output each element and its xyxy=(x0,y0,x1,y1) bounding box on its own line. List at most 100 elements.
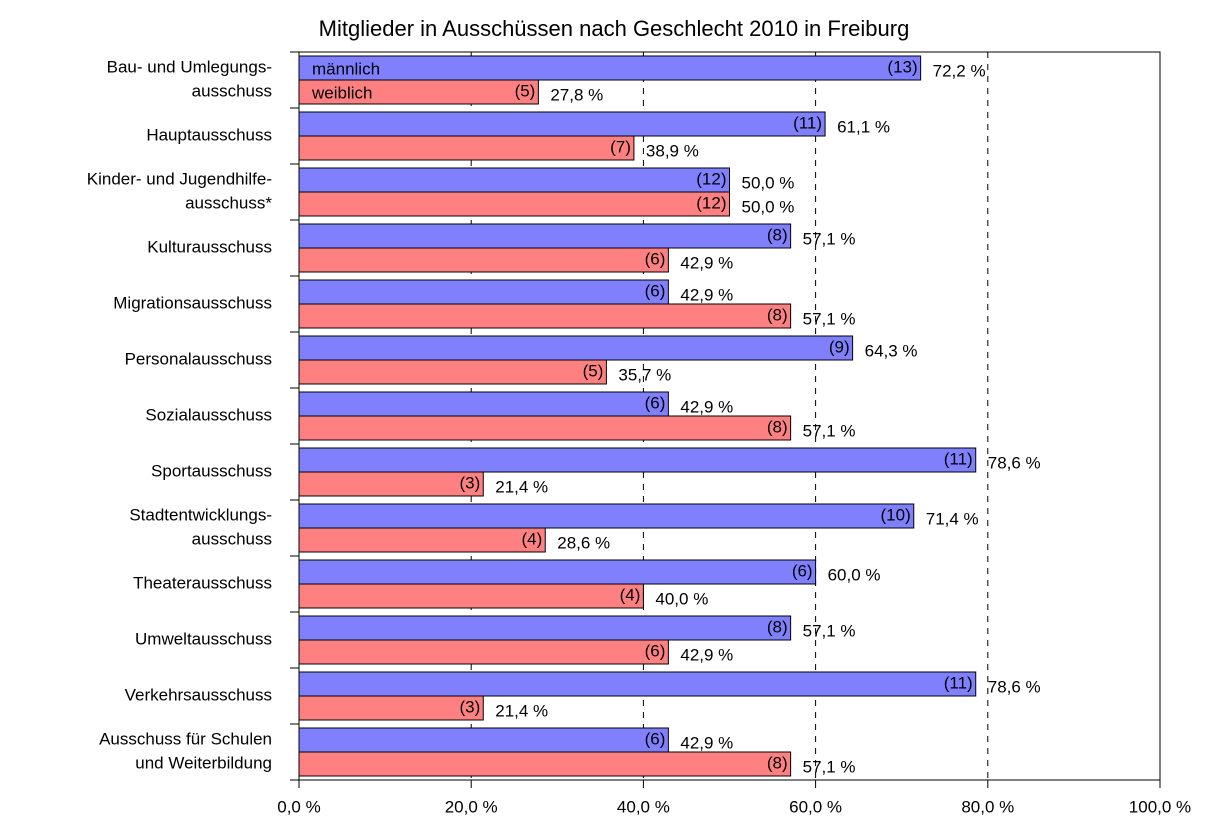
y-tick-label: Verkehrsausschuss xyxy=(125,685,272,704)
y-tick-label: und Weiterbildung xyxy=(135,753,272,772)
bar xyxy=(298,615,792,641)
value-label: 42,9 % xyxy=(680,285,733,304)
count-label: (6) xyxy=(645,249,666,268)
bar xyxy=(298,639,669,665)
count-label: (10) xyxy=(881,505,911,524)
bar xyxy=(298,191,730,217)
y-tick-label: ausschuss* xyxy=(185,193,272,212)
y-tick-label: Kinder- und Jugendhilfe- xyxy=(87,169,272,188)
bar xyxy=(298,583,644,609)
count-label: (6) xyxy=(645,281,666,300)
value-label: 21,4 % xyxy=(495,701,548,720)
y-tick-label: Bau- und Umlegungs- xyxy=(107,57,272,76)
count-label: (5) xyxy=(515,81,536,100)
count-label: (5) xyxy=(583,361,604,380)
x-tick-label: 80,0 % xyxy=(961,797,1014,816)
value-label: 61,1 % xyxy=(837,117,890,136)
bar xyxy=(298,527,546,553)
y-tick-label: Stadtentwicklungs- xyxy=(129,505,272,524)
count-label: (9) xyxy=(829,337,850,356)
y-tick-label: Migrationsausschuss xyxy=(113,293,272,312)
bar xyxy=(298,111,826,137)
value-label: 42,9 % xyxy=(680,253,733,272)
y-tick-label: Theaterausschuss xyxy=(133,573,272,592)
bar xyxy=(298,503,915,529)
value-label: 57,1 % xyxy=(803,421,856,440)
bar xyxy=(298,751,792,777)
value-label: 57,1 % xyxy=(803,309,856,328)
bar xyxy=(298,247,669,273)
legend-label: weiblich xyxy=(311,83,372,102)
bar xyxy=(298,695,484,721)
value-label: 78,6 % xyxy=(988,677,1041,696)
y-tick-label: Ausschuss für Schulen xyxy=(99,729,272,748)
bar xyxy=(298,135,635,161)
count-label: (11) xyxy=(944,673,973,692)
x-tick-label: 20,0 % xyxy=(445,797,498,816)
count-label: (8) xyxy=(767,305,788,324)
count-label: (3) xyxy=(459,473,480,492)
count-label: (6) xyxy=(645,641,666,660)
value-label: 27,8 % xyxy=(550,85,603,104)
bar xyxy=(298,335,854,361)
y-tick-label: ausschuss xyxy=(192,81,272,100)
y-tick-label: Umweltausschuss xyxy=(135,629,272,648)
count-label: (8) xyxy=(767,753,788,772)
count-label: (13) xyxy=(887,57,917,76)
bar xyxy=(298,279,669,305)
count-label: (6) xyxy=(645,729,666,748)
bar xyxy=(298,391,669,417)
bar xyxy=(298,359,607,385)
count-label: (8) xyxy=(767,225,788,244)
count-label: (7) xyxy=(610,137,631,156)
count-label: (12) xyxy=(696,169,726,188)
bar xyxy=(298,671,977,697)
count-label: (6) xyxy=(792,561,813,580)
value-label: 35,7 % xyxy=(618,365,671,384)
plot-frame xyxy=(298,51,1161,781)
y-tick-label: Sozialausschuss xyxy=(145,405,272,424)
value-label: 78,6 % xyxy=(988,453,1041,472)
x-tick-label: 100,0 % xyxy=(1129,797,1191,816)
value-label: 38,9 % xyxy=(646,141,699,160)
count-label: (8) xyxy=(767,417,788,436)
value-label: 42,9 % xyxy=(680,645,733,664)
value-label: 57,1 % xyxy=(803,757,856,776)
bar xyxy=(298,223,792,249)
bar xyxy=(298,447,977,473)
legend-label: männlich xyxy=(312,59,380,78)
value-label: 28,6 % xyxy=(557,533,610,552)
y-tick-label: Sportausschuss xyxy=(151,461,272,480)
value-label: 60,0 % xyxy=(828,565,881,584)
count-label: (11) xyxy=(793,113,822,132)
count-label: (8) xyxy=(767,617,788,636)
bar xyxy=(298,167,730,193)
x-tick-label: 60,0 % xyxy=(789,797,842,816)
bar xyxy=(298,471,484,497)
x-tick-label: 40,0 % xyxy=(617,797,670,816)
value-label: 57,1 % xyxy=(803,229,856,248)
bar xyxy=(298,55,922,81)
bar xyxy=(298,79,539,105)
value-label: 64,3 % xyxy=(865,341,918,360)
y-tick-label: Hauptausschuss xyxy=(146,125,272,144)
count-label: (6) xyxy=(645,393,666,412)
count-label: (4) xyxy=(620,585,641,604)
bars xyxy=(298,55,977,777)
value-label: 21,4 % xyxy=(495,477,548,496)
value-label: 71,4 % xyxy=(926,509,979,528)
y-tick-label: ausschuss xyxy=(192,529,272,548)
bar xyxy=(298,727,669,753)
count-label: (3) xyxy=(459,697,480,716)
value-label: 50,0 % xyxy=(742,173,795,192)
bar xyxy=(298,415,792,441)
chart-title: Mitglieder in Ausschüssen nach Geschlech… xyxy=(319,16,910,41)
y-tick-label: Personalausschuss xyxy=(125,349,272,368)
y-tick-label: Kulturausschuss xyxy=(147,237,272,256)
count-label: (12) xyxy=(696,193,726,212)
bar xyxy=(298,559,817,585)
value-label: 50,0 % xyxy=(742,197,795,216)
value-label: 40,0 % xyxy=(655,589,708,608)
bar xyxy=(298,303,792,329)
count-label: (11) xyxy=(944,449,973,468)
